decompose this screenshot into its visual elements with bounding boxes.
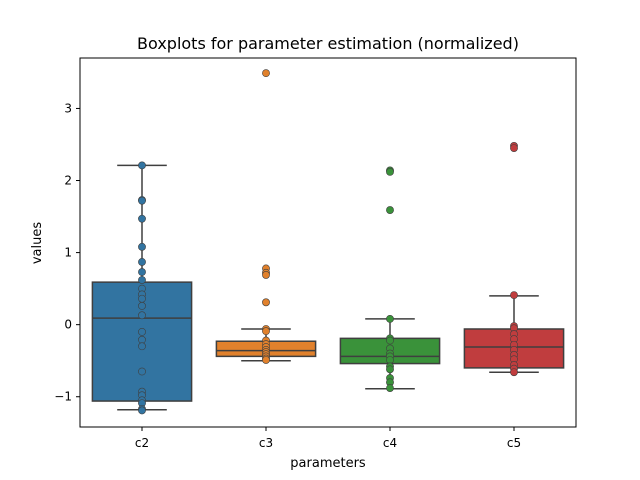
data-point — [386, 365, 394, 374]
data-point — [138, 335, 146, 344]
y-tick-label: 3 — [64, 101, 72, 115]
data-point — [138, 327, 146, 336]
y-axis-label: values — [30, 222, 45, 265]
data-point — [386, 206, 394, 214]
x-tick-label: c2 — [135, 436, 149, 450]
box-c4 — [339, 166, 441, 392]
data-point — [262, 327, 270, 336]
data-point — [262, 271, 270, 279]
box-c3 — [215, 69, 317, 364]
data-point — [138, 311, 146, 320]
data-point — [510, 144, 518, 152]
data-point — [386, 314, 394, 323]
data-point — [386, 167, 394, 176]
data-point — [138, 258, 146, 266]
data-point — [262, 69, 270, 78]
x-axis-label: parameters — [290, 456, 366, 471]
data-point — [138, 302, 146, 310]
data-point — [510, 368, 518, 377]
plot-frame — [79, 57, 577, 428]
data-point — [138, 294, 146, 303]
data-point — [138, 196, 146, 205]
y-tick-label: 2 — [64, 174, 72, 188]
data-point — [138, 406, 146, 415]
x-tick-label: c4 — [383, 436, 397, 450]
data-point — [262, 356, 270, 364]
data-point — [138, 161, 146, 170]
data-point — [262, 298, 270, 307]
data-point — [138, 342, 146, 351]
y-tick-label: −1 — [54, 390, 72, 404]
x-tick-label: c5 — [507, 436, 521, 450]
data-point — [386, 384, 394, 392]
data-point — [138, 276, 146, 284]
plot-area — [91, 69, 565, 415]
y-tick-label: 0 — [64, 318, 72, 332]
data-point — [386, 336, 394, 345]
data-point — [510, 291, 518, 300]
x-tick-label: c3 — [259, 436, 273, 450]
data-point — [138, 242, 146, 251]
data-point — [138, 268, 146, 276]
box-c2 — [91, 161, 193, 415]
y-tick-label: 1 — [64, 246, 72, 260]
data-point — [386, 356, 394, 364]
box-c5 — [463, 142, 565, 377]
chart-title: Boxplots for parameter estimation (norma… — [137, 34, 519, 53]
data-point — [138, 367, 146, 376]
data-point — [138, 214, 146, 223]
